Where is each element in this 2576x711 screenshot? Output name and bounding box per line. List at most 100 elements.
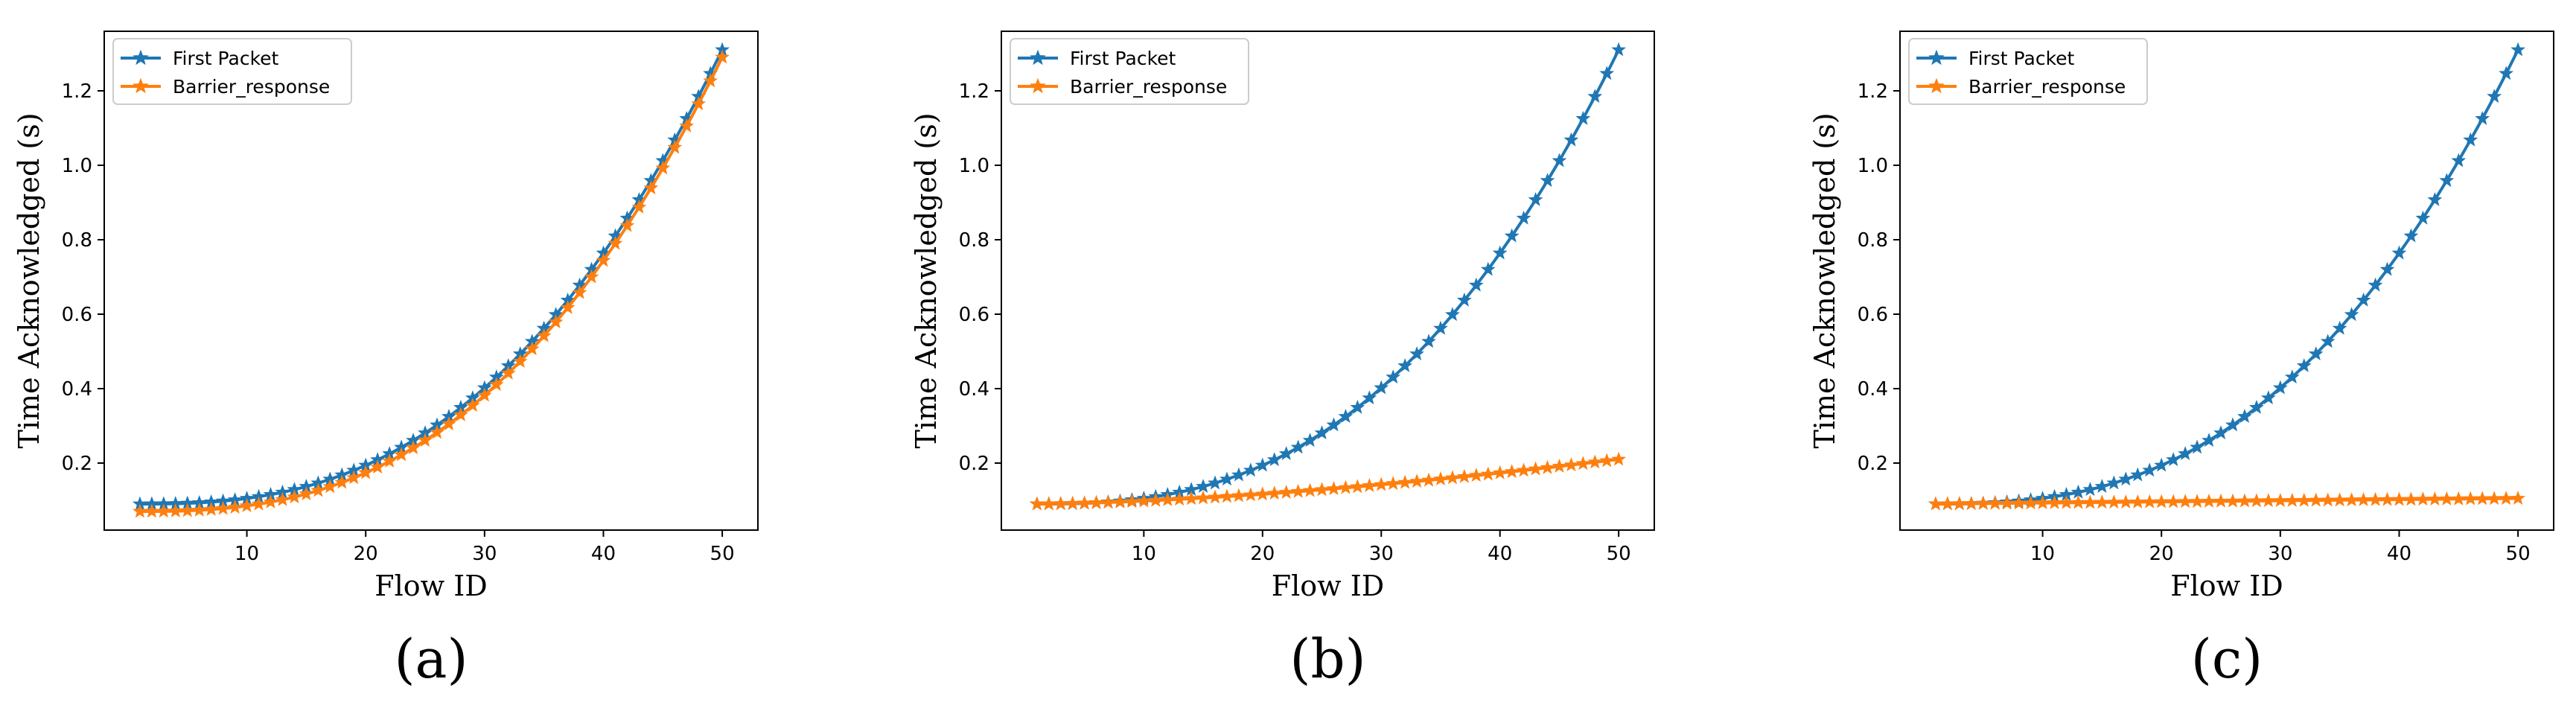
data-point-star bbox=[1528, 461, 1543, 476]
data-point-star bbox=[2487, 491, 2502, 506]
data-point-star bbox=[1492, 465, 1508, 479]
data-point-star bbox=[1963, 496, 1979, 510]
data-point-star bbox=[2106, 494, 2122, 509]
data-point-star bbox=[2213, 493, 2228, 508]
data-point-star bbox=[239, 498, 255, 512]
data-point-star bbox=[2320, 334, 2336, 348]
data-point-star bbox=[2332, 492, 2347, 507]
data-point-star bbox=[1468, 277, 1484, 292]
y-tick-label: 0.6 bbox=[1858, 304, 1888, 326]
series-barrier-response bbox=[132, 49, 730, 518]
data-point-star bbox=[1999, 495, 2015, 510]
x-tick-label: 50 bbox=[1607, 543, 1631, 565]
data-point-star bbox=[191, 502, 207, 517]
data-point-star bbox=[1987, 495, 2003, 510]
data-point-star bbox=[2403, 491, 2419, 506]
data-point-star bbox=[2475, 491, 2490, 506]
data-point-star bbox=[2344, 492, 2359, 507]
data-point-star bbox=[1445, 307, 1460, 322]
data-point-star bbox=[132, 503, 147, 518]
legend-star-icon bbox=[133, 77, 149, 94]
data-point-star bbox=[1302, 433, 1318, 447]
data-point-star bbox=[631, 200, 647, 214]
data-point-star bbox=[1362, 390, 1377, 405]
data-point-star bbox=[1599, 66, 1615, 80]
data-point-star bbox=[263, 494, 278, 508]
y-tick-label: 0.4 bbox=[959, 378, 989, 401]
y-tick-label: 1.2 bbox=[62, 80, 92, 103]
data-point-star bbox=[310, 482, 326, 497]
data-point-star bbox=[1445, 470, 1460, 485]
data-point-star bbox=[2427, 491, 2443, 506]
data-point-star bbox=[227, 500, 243, 514]
data-point-star bbox=[2439, 173, 2455, 188]
data-point-star bbox=[1374, 380, 1389, 395]
data-point-star bbox=[1326, 481, 1342, 495]
x-tick-label: 10 bbox=[235, 543, 259, 565]
y-tick-label: 0.6 bbox=[959, 304, 989, 326]
data-point-star bbox=[2415, 210, 2431, 225]
data-point-star bbox=[2070, 494, 2086, 509]
data-point-star bbox=[2225, 493, 2240, 508]
data-point-star bbox=[370, 459, 386, 474]
data-point-star bbox=[512, 354, 528, 368]
data-point-star bbox=[2260, 390, 2276, 405]
data-point-star bbox=[1231, 488, 1246, 503]
data-point-star bbox=[2499, 491, 2514, 506]
data-point-star bbox=[287, 489, 302, 504]
y-tick-label: 0.2 bbox=[62, 453, 92, 475]
plot-area bbox=[1899, 31, 2554, 531]
data-point-star bbox=[679, 118, 695, 133]
x-tick-label: 20 bbox=[2149, 543, 2174, 565]
plot-area bbox=[103, 31, 759, 531]
data-point-star bbox=[1928, 496, 1943, 511]
data-point-star bbox=[2296, 358, 2312, 372]
data-point-star bbox=[2463, 132, 2478, 147]
series-barrier-response bbox=[1928, 491, 2526, 511]
data-point-star bbox=[2320, 492, 2336, 507]
x-tick-label: 20 bbox=[354, 543, 378, 565]
data-point-star bbox=[1208, 475, 1222, 490]
data-point-star bbox=[1587, 454, 1603, 469]
data-point-star bbox=[1231, 467, 1246, 482]
data-point-star bbox=[1220, 471, 1234, 486]
series-first-packet bbox=[132, 42, 730, 511]
data-point-star bbox=[1302, 482, 1318, 497]
legend-star-icon bbox=[1030, 49, 1046, 66]
data-point-star bbox=[322, 479, 338, 494]
data-point-star bbox=[1587, 89, 1603, 103]
y-axis-title: Time Acknowledged (s) bbox=[1808, 112, 1841, 448]
legend-box bbox=[1010, 38, 1249, 105]
legend-label: Barrier_response bbox=[173, 76, 330, 98]
data-point-star bbox=[1951, 496, 1967, 511]
data-point-star bbox=[2296, 492, 2312, 507]
data-point-star bbox=[1421, 334, 1436, 348]
legend-star-icon bbox=[1928, 49, 1945, 66]
data-point-star bbox=[2202, 433, 2216, 447]
data-point-star bbox=[1314, 425, 1330, 440]
data-point-star bbox=[1386, 369, 1401, 384]
plot-area bbox=[1001, 31, 1655, 531]
data-point-star bbox=[2403, 228, 2419, 243]
x-tick-label: 10 bbox=[2030, 543, 2055, 565]
data-point-star bbox=[2368, 491, 2383, 506]
data-point-star bbox=[2035, 495, 2050, 510]
data-point-star bbox=[1611, 451, 1627, 466]
data-point-star bbox=[2475, 110, 2490, 125]
data-point-star bbox=[1290, 439, 1306, 454]
data-point-star bbox=[643, 180, 659, 195]
data-point-star bbox=[1160, 492, 1176, 506]
data-point-star bbox=[1563, 132, 1579, 147]
y-axis-title: Time Acknowledged (s) bbox=[13, 112, 45, 448]
data-point-star bbox=[2106, 475, 2122, 490]
data-point-star bbox=[1077, 495, 1092, 510]
data-point-star bbox=[1208, 489, 1222, 504]
data-point-star bbox=[2142, 494, 2158, 508]
x-tick-label: 50 bbox=[710, 543, 735, 565]
data-point-star bbox=[1575, 456, 1591, 471]
data-point-star bbox=[1504, 228, 1520, 243]
y-tick-label: 1.0 bbox=[959, 155, 989, 177]
data-point-star bbox=[2510, 42, 2526, 57]
data-point-star bbox=[548, 314, 564, 329]
data-point-star bbox=[1172, 491, 1187, 506]
